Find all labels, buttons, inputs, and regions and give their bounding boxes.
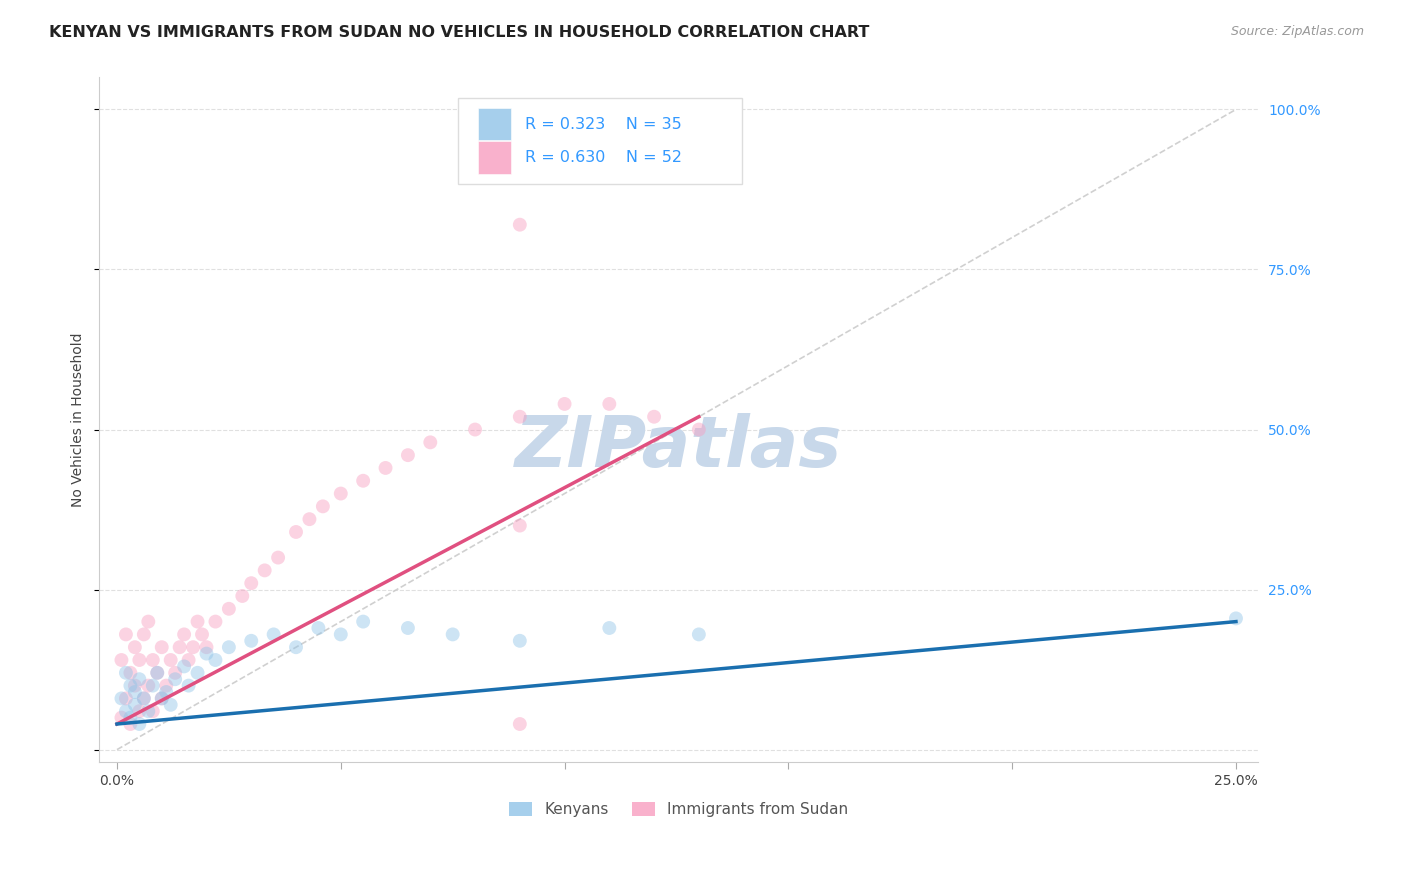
Point: [263, 627, 285, 641]
Point: [396, 448, 419, 462]
Point: [155, 685, 177, 699]
Point: [285, 640, 308, 655]
FancyBboxPatch shape: [458, 98, 742, 184]
Point: [115, 691, 138, 706]
Y-axis label: No Vehicles in Household: No Vehicles in Household: [72, 333, 86, 508]
Point: [128, 704, 150, 718]
Point: [150, 640, 173, 655]
Point: [352, 474, 374, 488]
Point: [240, 576, 263, 591]
Point: [136, 615, 159, 629]
Point: [329, 627, 352, 641]
Point: [218, 602, 240, 616]
Point: [132, 627, 155, 641]
Point: [509, 518, 531, 533]
Point: [169, 640, 191, 655]
Point: [195, 640, 218, 655]
Point: [124, 698, 146, 712]
Point: [173, 659, 195, 673]
Point: [509, 717, 531, 731]
Point: [464, 423, 486, 437]
Point: [132, 691, 155, 706]
Point: [142, 679, 165, 693]
Point: [187, 615, 209, 629]
Point: [312, 500, 335, 514]
Point: [177, 653, 200, 667]
Point: [120, 665, 142, 680]
Point: [120, 679, 142, 693]
Point: [115, 704, 138, 718]
Text: ZIPatlas: ZIPatlas: [515, 413, 842, 482]
Point: [352, 615, 374, 629]
Point: [396, 621, 419, 635]
Point: [509, 218, 531, 232]
Point: [155, 679, 177, 693]
Point: [124, 679, 146, 693]
Point: [253, 563, 276, 577]
Point: [165, 665, 187, 680]
Point: [204, 615, 226, 629]
Point: [115, 665, 138, 680]
Point: [218, 640, 240, 655]
Point: [329, 486, 352, 500]
Point: [128, 672, 150, 686]
Point: [509, 633, 531, 648]
Point: [195, 647, 218, 661]
Point: [150, 691, 173, 706]
Text: Source: ZipAtlas.com: Source: ZipAtlas.com: [1230, 25, 1364, 38]
Point: [110, 653, 132, 667]
Point: [688, 627, 710, 641]
Bar: [478, 108, 510, 140]
Point: [146, 665, 169, 680]
Point: [115, 627, 138, 641]
Text: R = 0.323    N = 35: R = 0.323 N = 35: [524, 117, 682, 131]
Point: [240, 633, 263, 648]
Point: [120, 711, 142, 725]
Point: [136, 679, 159, 693]
Point: [110, 691, 132, 706]
Point: [165, 672, 187, 686]
Point: [419, 435, 441, 450]
Point: [231, 589, 253, 603]
Point: [142, 653, 165, 667]
Point: [181, 640, 204, 655]
Point: [307, 621, 329, 635]
Bar: [478, 141, 510, 174]
Point: [159, 698, 181, 712]
Point: [643, 409, 665, 424]
Text: KENYAN VS IMMIGRANTS FROM SUDAN NO VEHICLES IN HOUSEHOLD CORRELATION CHART: KENYAN VS IMMIGRANTS FROM SUDAN NO VEHIC…: [49, 25, 869, 40]
Point: [187, 665, 209, 680]
Point: [124, 685, 146, 699]
Point: [159, 653, 181, 667]
Point: [298, 512, 321, 526]
Legend: Kenyans, Immigrants from Sudan: Kenyans, Immigrants from Sudan: [503, 796, 855, 823]
Point: [285, 524, 308, 539]
Point: [120, 717, 142, 731]
Point: [441, 627, 464, 641]
Point: [177, 679, 200, 693]
Point: [128, 653, 150, 667]
Point: [150, 691, 173, 706]
Point: [598, 621, 620, 635]
Point: [132, 691, 155, 706]
Point: [554, 397, 576, 411]
Point: [128, 717, 150, 731]
Point: [173, 627, 195, 641]
Point: [688, 423, 710, 437]
Point: [110, 711, 132, 725]
Point: [142, 704, 165, 718]
Point: [509, 409, 531, 424]
Point: [146, 665, 169, 680]
Point: [136, 704, 159, 718]
Point: [204, 653, 226, 667]
Text: R = 0.630    N = 52: R = 0.630 N = 52: [524, 150, 682, 165]
Point: [124, 640, 146, 655]
Point: [1225, 611, 1247, 625]
Point: [267, 550, 290, 565]
Point: [374, 461, 396, 475]
Point: [191, 627, 214, 641]
Point: [598, 397, 620, 411]
